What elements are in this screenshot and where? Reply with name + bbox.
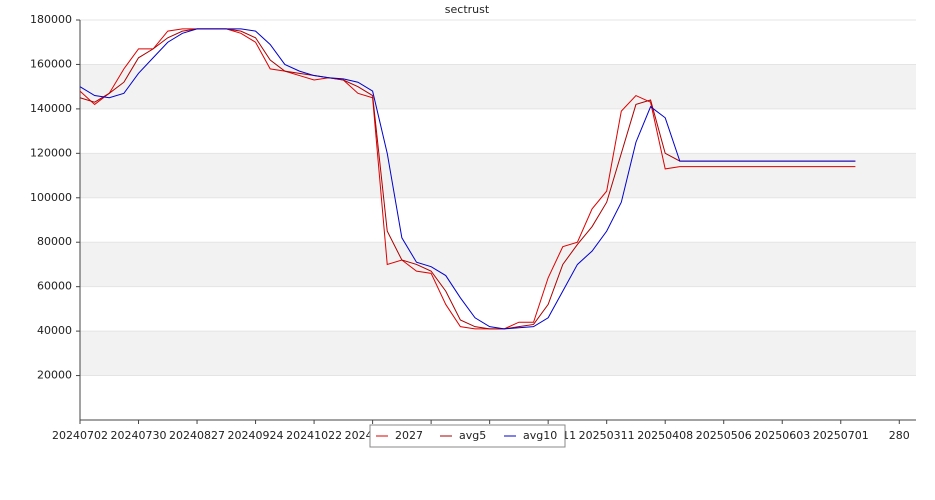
series-line [79,28,856,330]
x-tick-label: 20250603 [754,429,810,442]
y-tick-label: 120000 [30,146,72,159]
y-tick-label: 60000 [37,280,72,293]
y-tick-label: 160000 [30,57,72,70]
legend-label: avg10 [523,429,557,442]
grid-band [80,64,916,109]
x-tick-label: 280 [889,429,910,442]
x-tick-label: 20250506 [696,429,752,442]
legend-box [369,424,566,448]
y-tick-label: 40000 [37,324,72,337]
x-tick-label: 20240924 [228,429,284,442]
x-tick-label: 20250701 [813,429,869,442]
y-tick-label: 100000 [30,191,72,204]
x-tick-label: 20250311 [579,429,635,442]
y-tick-label: 140000 [30,102,72,115]
chart-title: sectrust [445,3,490,16]
legend-label: avg5 [459,429,486,442]
y-tick-label: 20000 [37,369,72,382]
legend-label: 2027 [395,429,423,442]
grid-bands [80,64,916,376]
grid-band [80,331,916,376]
x-tick-label: 20240827 [169,429,225,442]
legend: 2027 avg5 avg10 [369,424,566,448]
grid-band [80,242,916,287]
y-tick-label: 180000 [30,13,72,26]
x-tick-label: 20240730 [111,429,167,442]
x-tick-label: 20250408 [637,429,693,442]
y-tick-label: 80000 [37,235,72,248]
x-tick-label: 20240702 [52,429,108,442]
x-tick-label: 20241022 [286,429,342,442]
series-line [79,28,856,330]
grid-band [80,153,916,198]
